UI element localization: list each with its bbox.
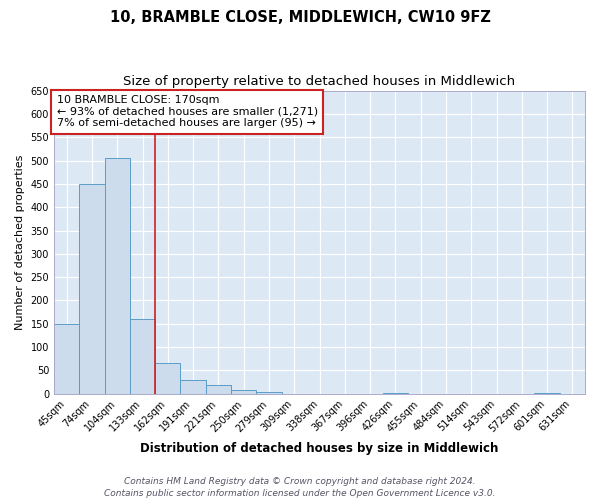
Bar: [256, 392, 281, 394]
Bar: [130, 319, 155, 394]
Text: Contains HM Land Registry data © Crown copyright and database right 2024.
Contai: Contains HM Land Registry data © Crown c…: [104, 476, 496, 498]
Bar: [79, 184, 104, 394]
Bar: [231, 390, 256, 394]
Bar: [181, 380, 206, 394]
Bar: [535, 393, 560, 394]
Bar: [104, 158, 130, 394]
Bar: [383, 393, 408, 394]
X-axis label: Distribution of detached houses by size in Middlewich: Distribution of detached houses by size …: [140, 442, 499, 455]
Bar: [155, 364, 181, 394]
Text: 10, BRAMBLE CLOSE, MIDDLEWICH, CW10 9FZ: 10, BRAMBLE CLOSE, MIDDLEWICH, CW10 9FZ: [110, 10, 490, 25]
Text: 10 BRAMBLE CLOSE: 170sqm
← 93% of detached houses are smaller (1,271)
7% of semi: 10 BRAMBLE CLOSE: 170sqm ← 93% of detach…: [56, 95, 318, 128]
Bar: [54, 324, 79, 394]
Title: Size of property relative to detached houses in Middlewich: Size of property relative to detached ho…: [124, 75, 515, 88]
Bar: [206, 386, 231, 394]
Y-axis label: Number of detached properties: Number of detached properties: [15, 154, 25, 330]
